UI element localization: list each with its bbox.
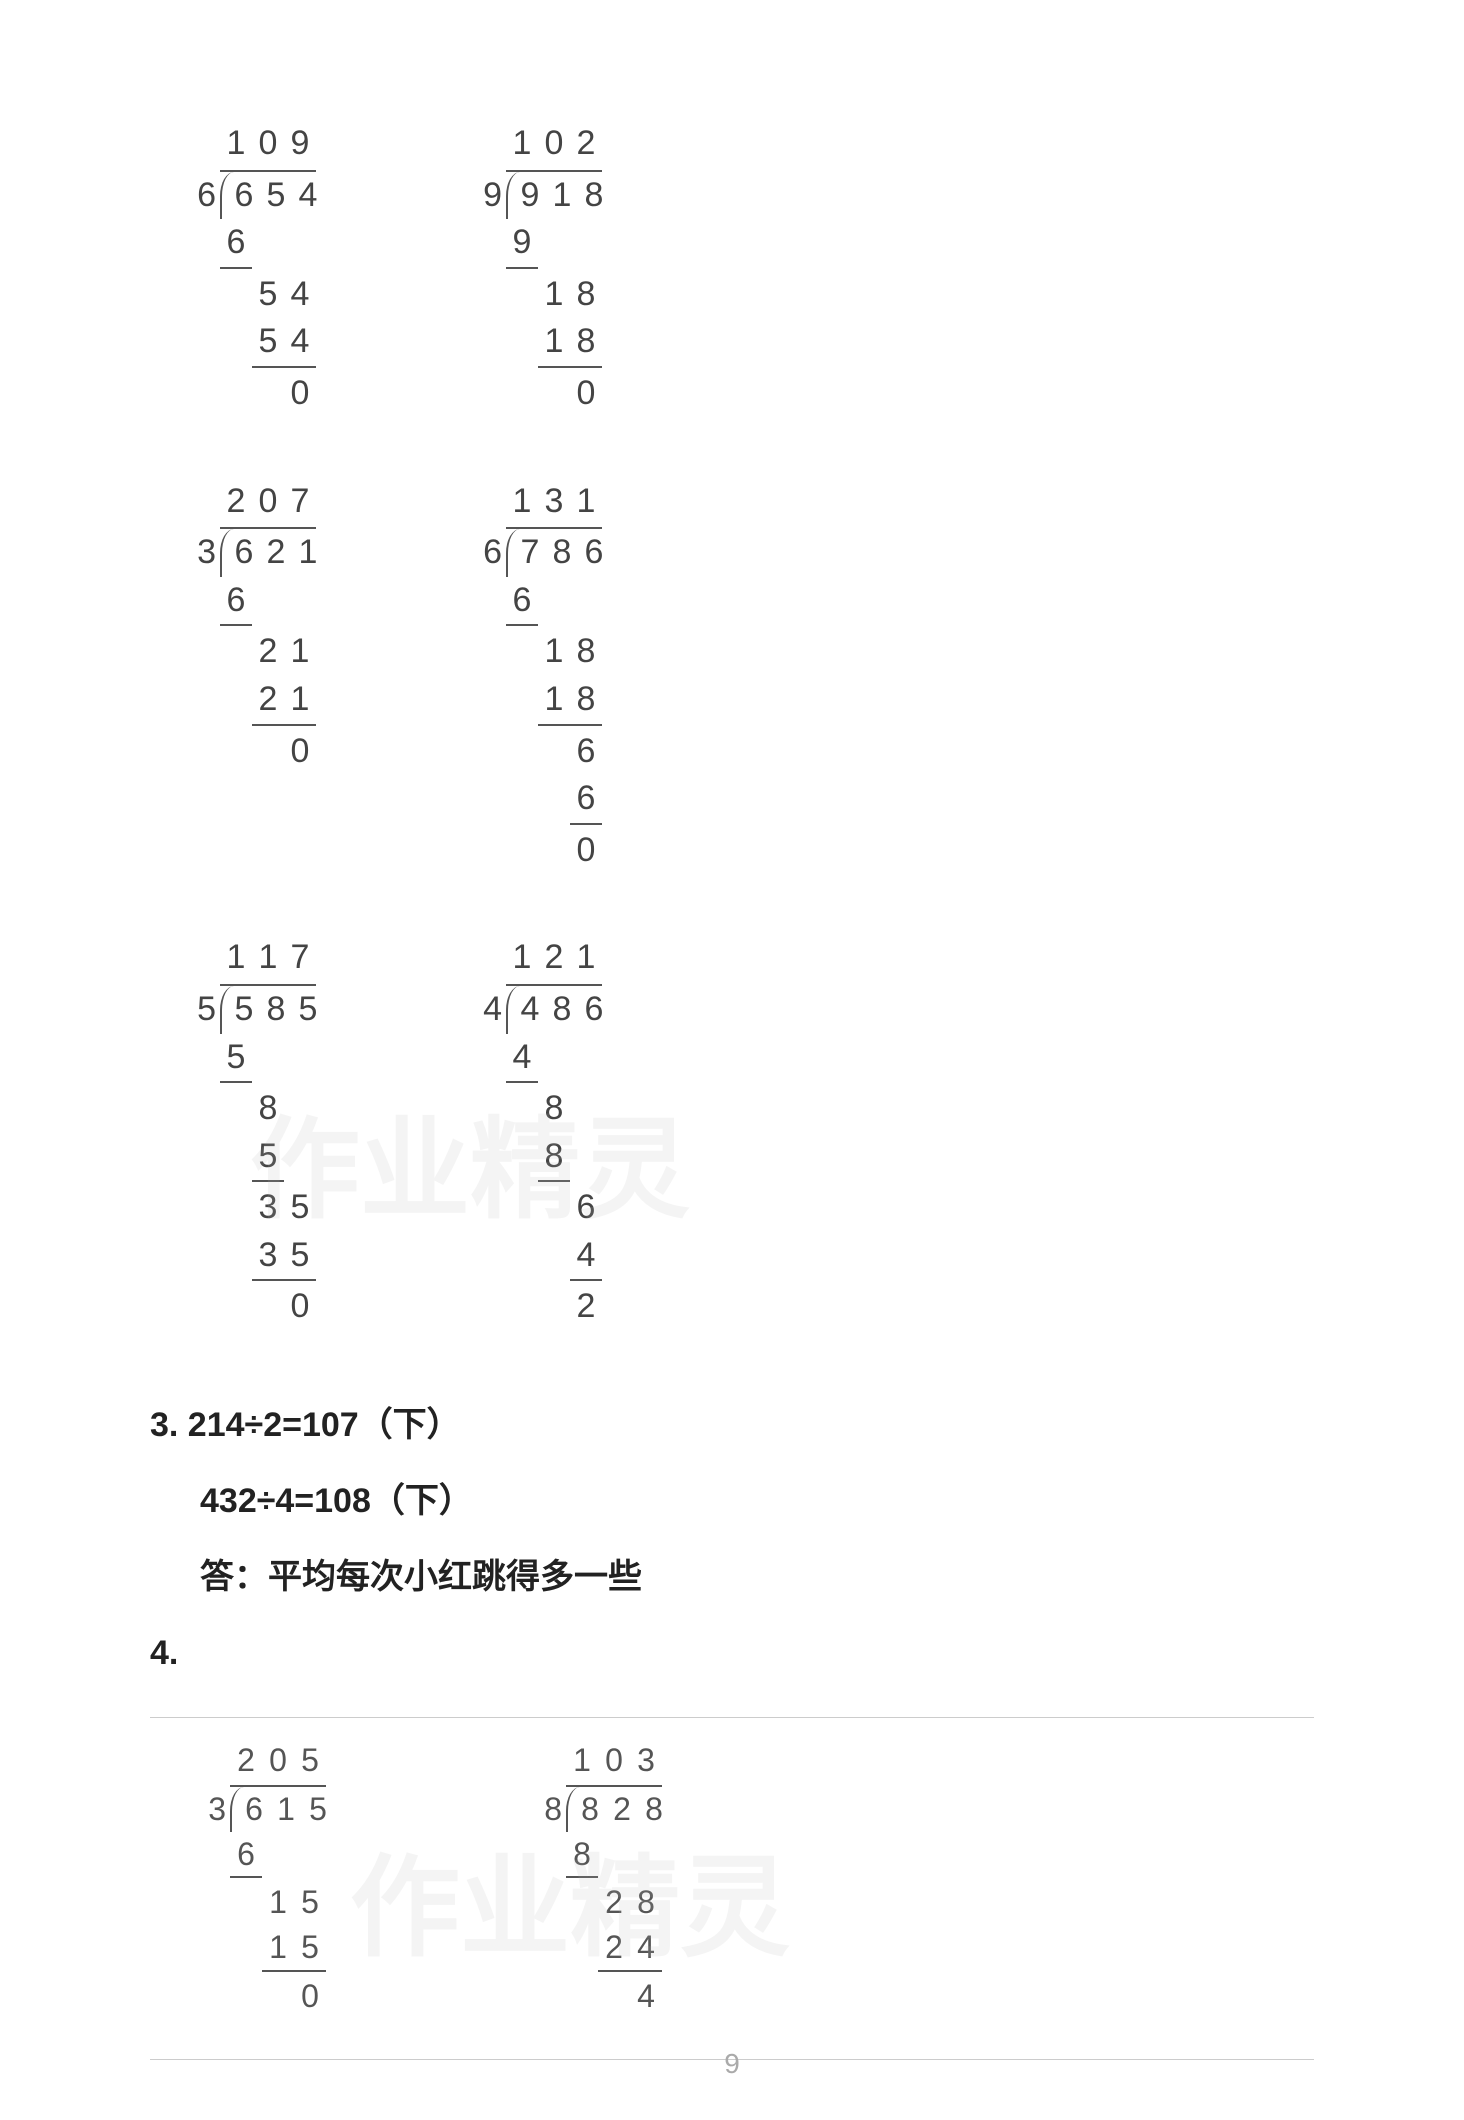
quotient: 207: [220, 478, 316, 530]
long-division: 20536156 15 15 0: [190, 1738, 326, 2019]
division-step: 8: [566, 1832, 662, 1877]
divisor: 5: [180, 986, 220, 1034]
division-step: 6: [220, 577, 316, 625]
division-step: 0: [220, 370, 316, 418]
division-step: 18: [506, 318, 602, 366]
dividend: 621: [220, 529, 316, 577]
long-division: 10388288 28 24 4: [526, 1738, 662, 2019]
division-step: 6: [506, 728, 602, 776]
divisor: 3: [180, 529, 220, 577]
long-division: 13167866 18 18 6 6 0: [466, 478, 602, 875]
division-step: 6: [506, 577, 602, 625]
divisor: 8: [526, 1787, 566, 1832]
q4-label: 4.: [150, 1619, 1314, 1687]
division-row: 20736216 21 21 013167866 18 18 6 6 0: [150, 478, 1314, 875]
page: 10966546 54 54 010299189 18 18 020736216…: [0, 0, 1464, 2120]
division-step: 28: [566, 1880, 662, 1925]
dividend: 828: [566, 1787, 662, 1832]
q3-line2: 432÷4=108（下）: [150, 1467, 1314, 1535]
division-step: 8: [220, 1085, 316, 1133]
division-step: 6: [220, 219, 316, 267]
division-step: 4: [506, 1034, 602, 1082]
division-step: 6: [506, 775, 602, 823]
division-step: 18: [506, 271, 602, 319]
division-step: 6: [506, 1184, 602, 1232]
dividend: 615: [230, 1787, 326, 1832]
division-step: 0: [506, 370, 602, 418]
division-step: 5: [220, 1034, 316, 1082]
q3-line1: 3. 214÷2=107（下）: [150, 1391, 1314, 1459]
division-step: 2: [506, 1283, 602, 1331]
division-step: 35: [220, 1184, 316, 1232]
division-step: 9: [506, 219, 602, 267]
quotient: 121: [506, 934, 602, 986]
division-step: 4: [566, 1974, 662, 2019]
quotient: 109: [220, 120, 316, 172]
text-section: 3. 214÷2=107（下） 432÷4=108（下） 答：平均每次小红跳得多…: [150, 1391, 1314, 1687]
long-division: 11755855 8 5 35 35 0: [180, 934, 316, 1331]
dividend: 654: [220, 172, 316, 220]
division-step: 21: [220, 676, 316, 724]
division-step: 18: [506, 628, 602, 676]
long-division: 10299189 18 18 0: [466, 120, 602, 418]
q3-answer: 答：平均每次小红跳得多一些: [150, 1543, 1314, 1611]
division-step: 8: [506, 1133, 602, 1181]
quotient: 102: [506, 120, 602, 172]
division-step: 54: [220, 318, 316, 366]
quotient: 205: [230, 1738, 326, 1787]
division-step: 0: [230, 1974, 326, 2019]
divisor: 6: [466, 529, 506, 577]
page-number: 9: [0, 2048, 1464, 2080]
dividend: 918: [506, 172, 602, 220]
divisor: 9: [466, 172, 506, 220]
division-step: 15: [230, 1880, 326, 1925]
divisor: 3: [190, 1787, 230, 1832]
division-step: 0: [506, 827, 602, 875]
long-division: 10966546 54 54 0: [180, 120, 316, 418]
quotient: 103: [566, 1738, 662, 1787]
divisor: 4: [466, 986, 506, 1034]
long-division: 20736216 21 21 0: [180, 478, 316, 875]
dividend: 585: [220, 986, 316, 1034]
divisor: 6: [180, 172, 220, 220]
division-step: 24: [566, 1925, 662, 1970]
dividend: 486: [506, 986, 602, 1034]
dividend: 786: [506, 529, 602, 577]
division-step: 6: [230, 1832, 326, 1877]
quotient: 117: [220, 934, 316, 986]
division-row: 11755855 8 5 35 35 012144864 8 8 6 4 2: [150, 934, 1314, 1331]
division-step: 15: [230, 1925, 326, 1970]
long-division: 12144864 8 8 6 4 2: [466, 934, 602, 1331]
long-division-grid: 10966546 54 54 010299189 18 18 020736216…: [150, 120, 1314, 1331]
division-step: 0: [220, 1283, 316, 1331]
handwriting-section: 20536156 15 15 010388288 28 24 4 作业精灵: [150, 1717, 1314, 2060]
quotient: 131: [506, 478, 602, 530]
hand-division-row: 20536156 15 15 010388288 28 24 4: [150, 1738, 1314, 2019]
division-step: 0: [220, 728, 316, 776]
division-step: 5: [220, 1133, 316, 1181]
division-step: 18: [506, 676, 602, 724]
division-step: 21: [220, 628, 316, 676]
division-step: 54: [220, 271, 316, 319]
division-step: 35: [220, 1232, 316, 1280]
division-step: 4: [506, 1232, 602, 1280]
division-row: 10966546 54 54 010299189 18 18 0: [150, 120, 1314, 418]
division-step: 8: [506, 1085, 602, 1133]
